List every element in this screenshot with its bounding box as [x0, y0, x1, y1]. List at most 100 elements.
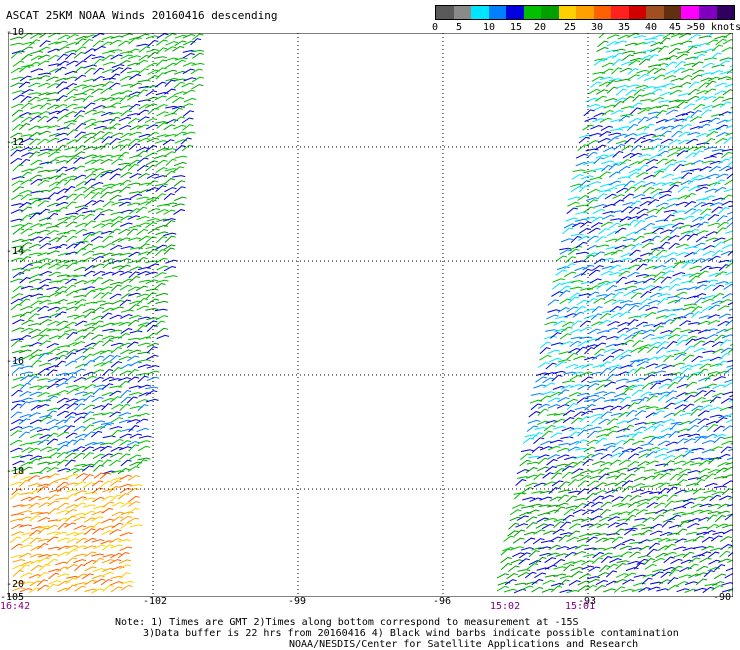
wind-barb	[18, 349, 32, 354]
wind-barb	[643, 76, 657, 82]
wind-barb	[693, 201, 706, 208]
wind-barb	[120, 222, 133, 227]
wind-barb	[659, 472, 672, 480]
wind-barb	[92, 420, 106, 425]
wind-barb	[650, 523, 663, 530]
wind-barb	[689, 418, 702, 425]
wind-barb	[676, 588, 690, 593]
wind-barb	[719, 352, 731, 360]
wind-barb	[118, 162, 132, 166]
wind-barb	[657, 150, 670, 157]
wind-barb	[724, 573, 733, 579]
wind-barb	[84, 178, 96, 186]
wind-barb	[703, 530, 716, 536]
wind-barb	[591, 265, 604, 271]
wind-barb	[91, 168, 105, 173]
wind-barb	[128, 55, 141, 60]
wind-barb	[630, 347, 643, 354]
wind-barb	[129, 524, 143, 528]
wind-barb	[12, 580, 26, 586]
wind-barb	[547, 309, 561, 313]
wind-barb	[624, 137, 636, 145]
wind-barb	[722, 474, 733, 479]
wind-barb	[136, 228, 149, 236]
wind-barb	[595, 236, 607, 243]
wind-barb	[652, 134, 666, 138]
wind-barb	[56, 108, 69, 115]
wind-barb	[678, 574, 692, 579]
wind-barb	[30, 104, 44, 110]
wind-barb	[20, 54, 33, 61]
wind-barb	[596, 330, 610, 334]
wind-barb	[629, 200, 642, 208]
wind-barb	[21, 354, 34, 360]
wind-barb	[37, 82, 51, 88]
wind-barb	[668, 48, 681, 55]
wind-barb	[75, 122, 87, 130]
wind-barb	[164, 79, 176, 87]
wind-barb	[512, 537, 525, 544]
wind-barb	[164, 33, 177, 39]
wind-barb	[74, 403, 86, 411]
wind-barb	[721, 194, 733, 201]
wind-barb	[129, 154, 142, 159]
wind-barb	[73, 525, 87, 530]
wind-barb	[38, 564, 51, 571]
wind-barb	[39, 340, 51, 347]
wind-barb	[568, 296, 580, 304]
wind-barb	[610, 412, 624, 417]
wind-barb	[681, 172, 693, 179]
wind-barb	[47, 192, 59, 200]
wind-barb	[663, 412, 676, 419]
wind-barb	[716, 370, 730, 375]
wind-barb	[36, 579, 48, 587]
wind-barb	[634, 410, 647, 417]
wind-barb	[583, 206, 595, 214]
wind-barb	[606, 425, 620, 431]
wind-barb	[667, 299, 681, 304]
wind-barb	[510, 559, 524, 564]
wind-barb	[573, 455, 587, 460]
wind-barb	[120, 215, 133, 221]
wind-barb	[677, 433, 691, 438]
wind-barb	[555, 361, 568, 368]
wind-barb	[557, 359, 571, 363]
wind-barb	[73, 110, 86, 118]
wind-barb	[28, 278, 42, 283]
wind-barb	[57, 34, 70, 40]
wind-barb	[644, 563, 657, 570]
wind-barb	[74, 496, 87, 502]
wind-barb	[120, 522, 132, 529]
wind-barb	[119, 515, 132, 522]
wind-barb	[690, 74, 703, 81]
wind-barb	[687, 523, 700, 529]
wind-barb	[638, 539, 651, 544]
wind-barb	[127, 419, 140, 423]
wind-barb	[111, 404, 124, 410]
wind-barb	[11, 524, 24, 530]
wind-barb	[623, 529, 636, 536]
wind-barb	[118, 412, 132, 417]
wind-barb	[640, 529, 653, 536]
wind-barb	[56, 278, 70, 283]
wind-barb	[171, 107, 184, 115]
wind-barb	[10, 481, 24, 486]
wind-barb	[74, 463, 88, 467]
wind-barb	[82, 573, 94, 580]
wind-barb	[66, 468, 79, 473]
wind-barb	[622, 579, 635, 585]
wind-barb	[611, 67, 623, 75]
wind-barb	[20, 572, 33, 578]
wind-barb	[694, 479, 706, 487]
wind-barb	[653, 265, 666, 270]
wind-barb	[698, 82, 710, 89]
wind-barb	[27, 475, 40, 481]
wind-barb	[624, 133, 637, 138]
wind-barb	[29, 537, 41, 545]
legend-label: 30	[590, 22, 604, 33]
wind-barb	[56, 451, 69, 459]
wind-barb	[46, 583, 58, 591]
wind-barb	[716, 360, 728, 367]
wind-barb	[28, 354, 41, 361]
wind-barb	[624, 186, 636, 194]
